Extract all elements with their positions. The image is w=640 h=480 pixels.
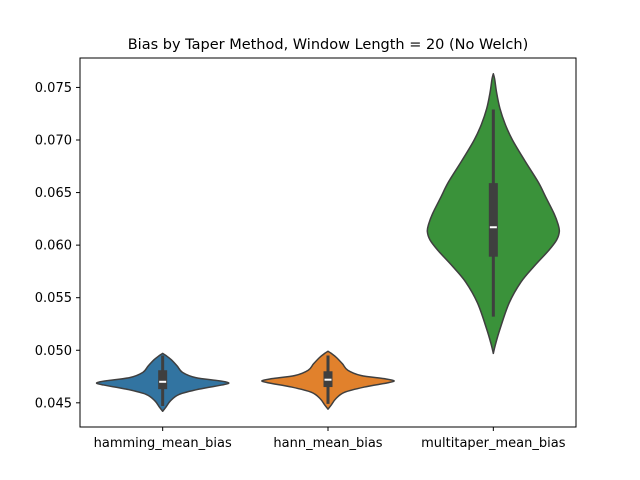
chart-title: Bias by Taper Method, Window Length = 20… [128,37,529,53]
x-tick-label: hamming_mean_bias [94,436,232,451]
y-tick-label: 0.045 [35,396,72,411]
plot-area [95,73,561,412]
x-tick-label: multitaper_mean_bias [421,436,566,451]
y-tick-label: 0.050 [35,344,72,359]
axes: 0.045 0.050 0.055 0.060 0.065 0.070 0.075 hammi… [35,57,577,451]
y-tick-label: 0.065 [35,186,72,201]
x-tick-label: hann_mean_bias [273,436,382,451]
y-tick-label: 0.055 [35,291,72,306]
y-tick-label: 0.060 [35,239,72,254]
iqr-box-multitaper_mean_bias [488,183,498,257]
iqr-box-hamming_mean_bias [158,370,168,390]
y-tick-label: 0.070 [35,134,72,149]
y-tick-label: 0.075 [35,81,72,96]
